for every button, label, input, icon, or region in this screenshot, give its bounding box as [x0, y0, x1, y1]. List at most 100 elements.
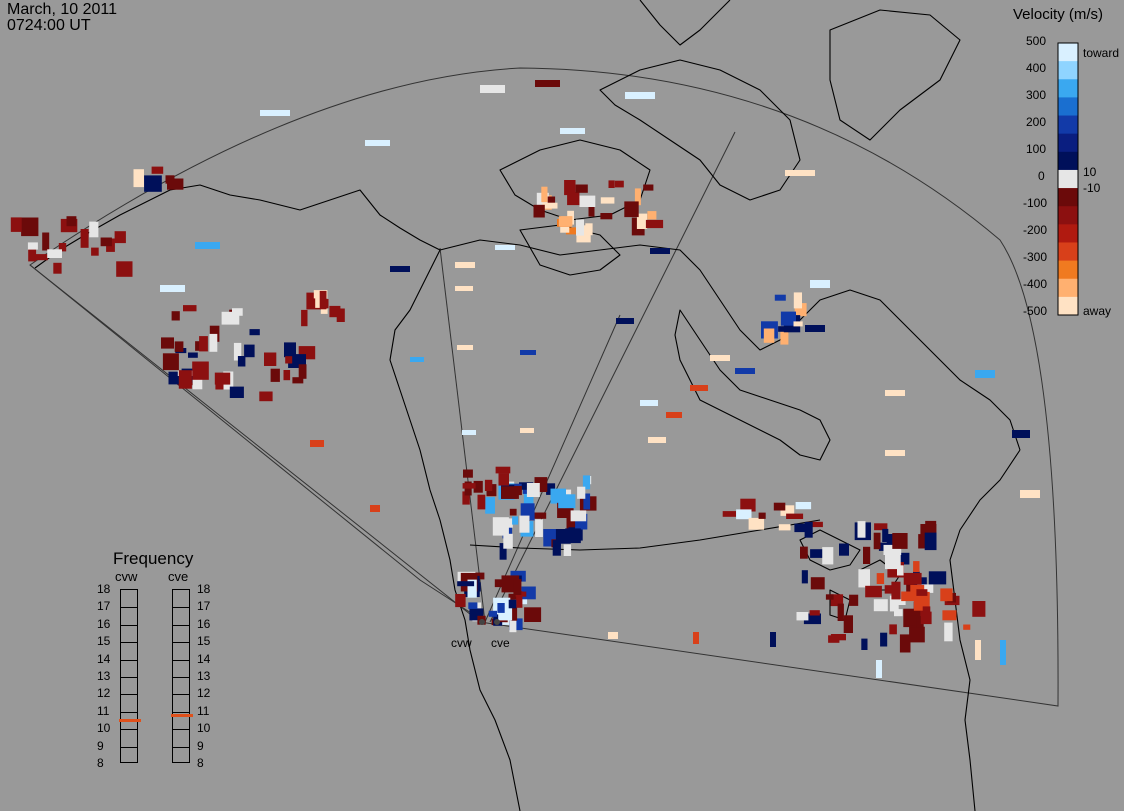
velocity-cell [645, 219, 664, 229]
cvw-frequency-tick: 16 [97, 616, 111, 631]
cvw-frequency-marker [119, 719, 141, 722]
cve-frequency-box [171, 589, 193, 763]
velocity-cell [28, 248, 37, 262]
velocity-cell [259, 391, 273, 402]
colorbar-segment [1058, 79, 1078, 98]
velocity-cell [162, 353, 179, 371]
velocity-cell [320, 308, 328, 314]
colorbar-tick: 0 [1038, 169, 1045, 183]
velocity-cells [10, 80, 1040, 678]
velocity-cell [283, 370, 291, 381]
velocity-cell [270, 368, 280, 382]
velocity-cell [796, 612, 809, 621]
velocity-cell [494, 579, 502, 588]
colorbar-segment [1058, 115, 1078, 135]
velocity-cell [133, 169, 144, 188]
velocity-cell [567, 192, 580, 206]
velocity-cell [810, 577, 825, 590]
velocity-cell [171, 311, 180, 321]
velocity-cell [804, 521, 813, 538]
cve-frequency-tick: 12 [197, 686, 211, 701]
velocity-cell [828, 635, 840, 643]
velocity-cell [858, 569, 870, 588]
velocity-cell [160, 285, 185, 292]
velocity-cell [889, 595, 899, 612]
frequency-gridline [173, 642, 189, 644]
cve-column-label: cve [168, 569, 189, 584]
frequency-gridline [173, 711, 189, 713]
velocity-cell [564, 180, 576, 196]
velocity-cell [892, 533, 908, 549]
velocity-cell [161, 337, 174, 349]
colorbar-tick: 500 [1026, 34, 1047, 48]
velocity-cell [498, 473, 509, 486]
velocity-cell [885, 450, 905, 456]
velocity-cell [492, 517, 509, 536]
cve-frequency-tick: 16 [197, 616, 211, 631]
velocity-cell [863, 546, 871, 564]
colorbar-tick: 10 [1083, 165, 1097, 179]
velocity-cell [880, 632, 888, 647]
velocity-cell [837, 603, 844, 621]
velocity-cell [917, 584, 934, 593]
velocity-cell [1020, 490, 1040, 498]
velocity-cell [21, 217, 39, 237]
velocity-cell [666, 412, 682, 418]
velocity-cell [624, 201, 639, 218]
velocity-cell [27, 242, 38, 250]
velocity-cell [183, 305, 197, 312]
colorbar-tick: -300 [1023, 250, 1048, 264]
velocity-cell [520, 350, 536, 355]
velocity-cell [503, 533, 513, 549]
velocity-cell [758, 512, 766, 519]
cve-frequency-tick: 15 [197, 634, 211, 649]
velocity-cell [770, 632, 776, 647]
frequency-gridline [121, 694, 137, 696]
velocity-cell [53, 262, 62, 274]
velocity-cell [462, 483, 476, 489]
velocity-cell [509, 508, 517, 516]
velocity-cell [508, 599, 517, 609]
velocity-cell [579, 195, 596, 207]
velocity-cell [165, 175, 175, 184]
velocity-cell [229, 386, 244, 398]
velocity-cell [532, 512, 547, 519]
velocity-cell [495, 245, 515, 250]
velocity-cell [805, 325, 825, 332]
velocity-cell [865, 585, 882, 598]
cve-frequency-tick: 17 [197, 599, 211, 614]
velocity-cell [519, 515, 530, 533]
colorbar-segment [1058, 206, 1078, 225]
velocity-cell [780, 311, 796, 326]
velocity-cell [883, 544, 902, 555]
velocity-cell [524, 607, 542, 622]
velocity-cell [650, 248, 670, 254]
cvw-frequency-tick: 18 [97, 582, 111, 596]
velocity-cell [874, 523, 888, 531]
velocity-cell [510, 606, 518, 621]
velocity-cell [800, 546, 808, 559]
velocity-cell [566, 514, 576, 531]
velocity-cell [582, 475, 591, 490]
velocity-cell [390, 266, 410, 272]
velocity-cell [794, 523, 812, 533]
velocity-cell [563, 544, 572, 556]
velocity-cell [894, 609, 903, 617]
velocity-cell [91, 247, 99, 256]
colorbar-segment [1058, 151, 1078, 171]
colorbar-tick: -400 [1023, 277, 1048, 291]
frequency-gridline [173, 624, 189, 626]
velocity-cell [292, 377, 304, 384]
velocity-cell [1000, 640, 1006, 665]
velocity-cell [10, 217, 22, 232]
velocity-cell [509, 616, 517, 633]
velocity-cell [876, 573, 885, 584]
velocity-cell [488, 610, 497, 617]
time-label: 0724:00 UT [7, 17, 91, 34]
velocity-cell [42, 232, 50, 251]
colorbar-outline [1057, 42, 1079, 316]
velocity-cell [748, 517, 765, 530]
velocity-cell [810, 549, 823, 558]
frequency-gridline [173, 746, 189, 748]
velocity-cell [634, 188, 641, 206]
